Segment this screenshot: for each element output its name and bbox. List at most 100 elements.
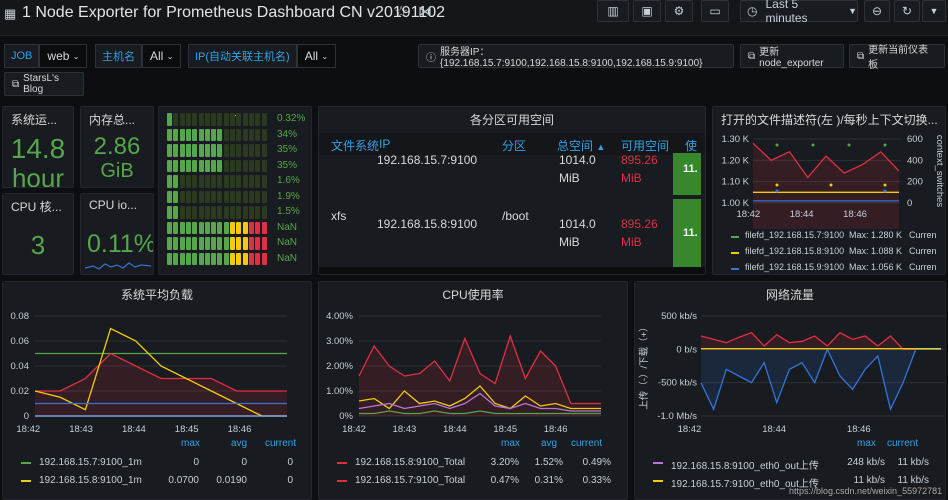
legend-row[interactable]: filefd_192.168.15.9:9100 Max: 1.056 K Curr… [713,261,945,274]
cpu-iowait-sparkline [85,262,151,270]
disk-table-panel[interactable]: 各分区可用空间 文件系统 IP 分区 总空间 ▲ 可用空间 使 192.168.… [318,106,706,275]
bar-gauge-cell [236,113,242,126]
legend-row[interactable]: filefd_192.168.15.8:9100 Max: 1.088 K Curr… [713,245,945,259]
cell-mount: /boot [502,209,529,223]
cpu-iowait-panel[interactable]: CPU io... 0.11% [80,193,154,275]
bar-gauge-cell [217,221,223,234]
bar-gauge-cell [211,144,217,157]
bar-gauge-cell [236,252,242,265]
legend-max: Max: 1.280 K [849,230,903,240]
y-tick-label: 4.00% [326,311,353,322]
variable-ip-select[interactable]: All ⌄ [296,44,337,68]
bar-gauge-cell [230,113,235,126]
memory-panel[interactable]: 内存总... 2.86 GiB [80,106,154,188]
legend-header[interactable]: current [265,438,297,449]
col-mount[interactable]: 分区 [502,139,527,153]
col-usage[interactable]: 使 [685,139,698,153]
bar-gauge-cell [248,175,254,188]
bar-gauge-cell [211,128,217,141]
legend-header[interactable]: avg [541,438,558,449]
col-available[interactable]: 可用空间 [621,139,670,153]
server-ip-link[interactable]: ⓘ 服务器IP：{192.168.15.7:9100,192.168.15.8:… [418,44,734,69]
legend-cur: 0 [287,457,293,468]
legend-row[interactable]: 192.168.15.8:9100_Total 3.20% 1.52% 0.49% [319,455,627,471]
add-panel-button[interactable]: ▥ [597,0,629,22]
y-tick-label: 0% [339,411,353,422]
share-icon[interactable]: ⋈ [418,3,432,19]
refresh-interval-dropdown[interactable]: ▼ [922,0,946,22]
variable-job-select[interactable]: web ⌄ [39,44,88,68]
bar-gauge-cell [248,237,254,250]
update-node-exporter-link[interactable]: ⧉ 更新node_exporter [740,44,844,69]
horizontal-scrollbar[interactable] [319,267,705,274]
bar-gauge-cell [192,113,198,126]
cpu-panel[interactable]: CPU使用率 4.00% 3.00% 2.00% 1.00% 0% 18:42 18:43 1… [318,281,628,500]
legend-header[interactable]: max [857,438,876,449]
bar-gauge-cell [217,128,223,141]
bar-gauge-cell [198,190,204,203]
dashboard-title[interactable]: 1 Node Exporter for Prometheus Dashboard… [22,4,446,21]
bar-gauge-cell [204,190,210,203]
bar-gauge-cell [248,159,254,172]
y-tick-label: 0.06 [11,336,30,347]
legend-row[interactable]: 192.168.15.8:9100_1m 0.0700 0.0190 0 [3,473,311,489]
x-tick-label: 18:43 [69,424,93,435]
star-icon[interactable]: ☆ [394,4,409,21]
net-panel[interactable]: 网络流量 500 kb/s 0 b/s -500 kb/s -1.0 Mb/s 上传（-… [634,281,946,500]
update-dashboard-link[interactable]: ⧉ 更新当前仪表板 [849,44,945,71]
bar-gauge-label: 1.9% [277,190,300,202]
variable-hostname-value: All [150,49,164,63]
legend-header[interactable]: max [181,438,200,449]
col-ip[interactable]: IP [379,137,391,151]
fd-panel[interactable]: 打开的文件描述符(左 )/每秒上下文切换... 1.30 K 1.20 K 1.10… [712,106,946,275]
refresh-button[interactable]: ↻ [894,0,920,22]
save-icon: ▣ [641,4,653,18]
legend-row[interactable]: filefd_192.168.15.7:9100 Max: 1.280 K Curr… [713,229,945,243]
bar-gauge-cell [192,221,198,234]
legend-swatch [731,236,739,238]
bar-gauge-cell [261,175,267,188]
right-axis-label: context_switches [934,135,945,208]
bar-gauge-cell [192,128,198,141]
legend-header[interactable]: current [887,438,919,449]
bar-gauge-cell [185,175,191,188]
cell-usage: 11. [683,227,698,239]
legend-row[interactable]: 192.168.15.8:9100_eth0_out上传 248 kb/s 11 k… [635,455,945,472]
legend-row[interactable]: 192.168.15.7:9100_Total 0.47% 0.31% 0.33% [319,473,627,489]
legend-header[interactable]: max [501,438,520,449]
bar-gauge-cell [255,159,261,172]
legend-header[interactable]: avg [231,438,248,449]
load-panel[interactable]: 系统平均负载 0.08 0.06 0.04 0.02 0 18:42 18:43 18:44 1… [2,281,312,500]
cell-ip: 192.168.15.8:9100 [377,217,478,231]
y-tick-label: 2.00% [326,361,353,372]
bar-gauge-cell [236,128,242,141]
y-tick-label: 500 kb/s [661,311,697,322]
legend-header[interactable]: current [571,438,603,449]
col-total[interactable]: 总空间 ▲ [557,137,605,154]
zoom-out-button[interactable]: ⊖ [864,0,890,22]
cpu-chart: 4.00% 3.00% 2.00% 1.00% 0% 18:42 18:43 18:44 18:… [326,311,601,435]
settings-button[interactable]: ⚙ [665,0,693,22]
dashboard-grid-icon[interactable]: ▦ [4,6,17,21]
bar-gauge-cell [217,237,223,250]
time-picker[interactable]: ◷ Last 5 minutes ▼ [740,0,858,25]
legend-max: 11 kb/s [853,475,886,486]
cpu-cores-panel[interactable]: CPU 核... 3 [2,193,74,275]
bar-gauge-cell [230,237,235,250]
refresh-icon: ↻ [901,4,913,18]
sparkline-line [85,262,151,270]
legend-row[interactable]: 192.168.15.7:9100_1m 0 0 0 [3,455,311,471]
blog-link[interactable]: ⧉ StarsL's Blog [4,72,84,96]
save-button[interactable]: ▣ [633,0,661,22]
variable-hostname-select[interactable]: All ⌄ [142,44,182,68]
legend-cur: 0.49% [582,457,611,468]
legend-row[interactable]: 192.168.15.7:9100_eth0_out上传 11 kb/s 11 kb… [635,473,945,490]
bar-gauge-cell [261,144,267,157]
bar-gauge-cell [236,175,242,188]
uptime-panel[interactable]: 系统运... 14.8 hour [2,106,74,188]
cell-available-unit: MiB [621,235,642,249]
tv-mode-button[interactable]: ▭ [701,0,729,22]
col-filesystem[interactable]: 文件系统 [331,139,380,153]
data-point [775,183,779,187]
